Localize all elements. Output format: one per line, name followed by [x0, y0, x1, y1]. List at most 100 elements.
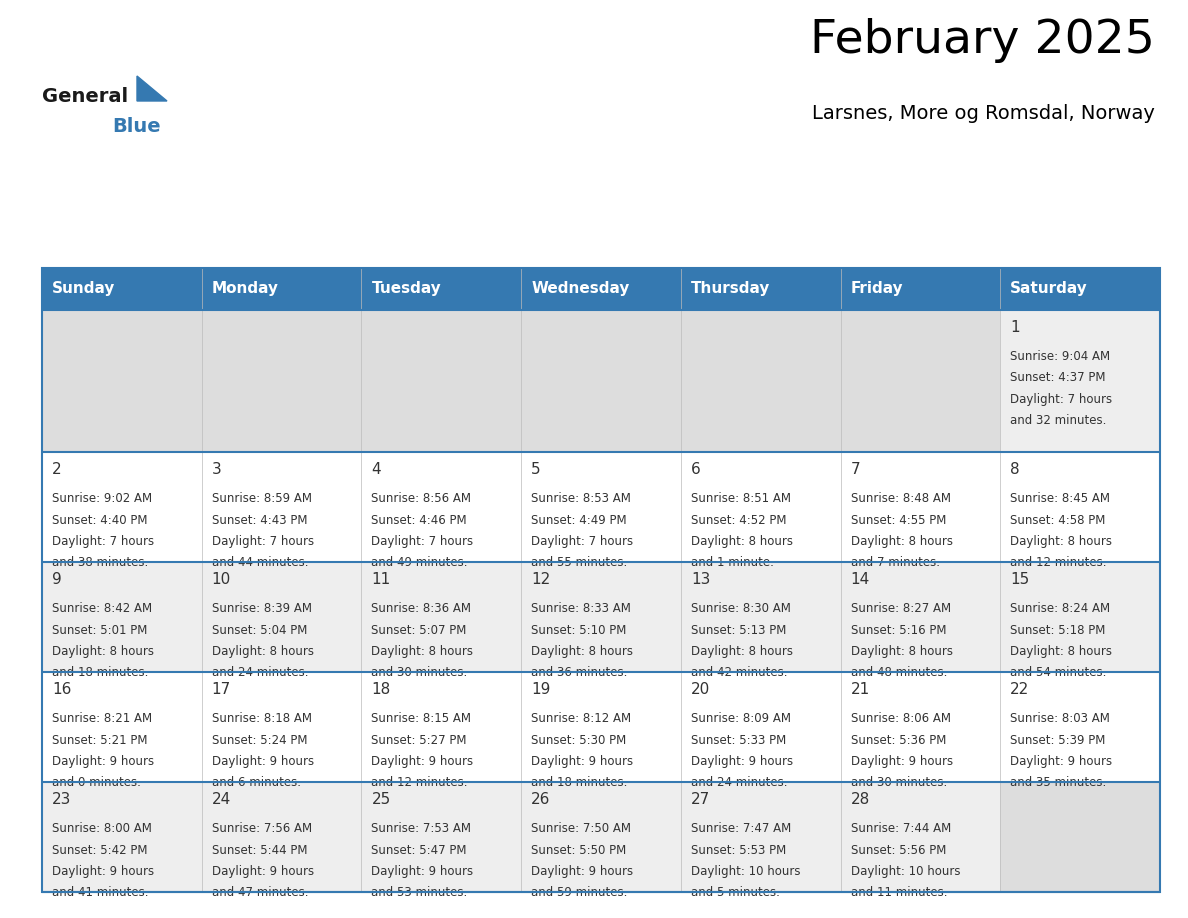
Text: Sunrise: 8:24 AM: Sunrise: 8:24 AM — [1010, 602, 1111, 615]
Text: and 53 minutes.: and 53 minutes. — [372, 887, 468, 900]
Text: Sunrise: 8:42 AM: Sunrise: 8:42 AM — [52, 602, 152, 615]
Text: Sunrise: 7:44 AM: Sunrise: 7:44 AM — [851, 822, 950, 835]
Text: Sunset: 4:52 PM: Sunset: 4:52 PM — [691, 513, 786, 527]
Text: Sunset: 5:30 PM: Sunset: 5:30 PM — [531, 733, 626, 746]
Text: and 18 minutes.: and 18 minutes. — [52, 666, 148, 679]
Text: Saturday: Saturday — [1010, 282, 1088, 297]
Bar — [42, 268, 1159, 892]
Text: 6: 6 — [691, 462, 701, 477]
Text: and 41 minutes.: and 41 minutes. — [52, 887, 148, 900]
Text: and 11 minutes.: and 11 minutes. — [851, 887, 947, 900]
Text: Daylight: 9 hours: Daylight: 9 hours — [1010, 755, 1112, 768]
Text: Daylight: 9 hours: Daylight: 9 hours — [851, 755, 953, 768]
Bar — [681, 310, 841, 452]
Bar — [42, 310, 202, 452]
Text: and 0 minutes.: and 0 minutes. — [52, 777, 141, 789]
Text: and 32 minutes.: and 32 minutes. — [1010, 415, 1107, 428]
Text: Wednesday: Wednesday — [531, 282, 630, 297]
Text: Sunset: 5:01 PM: Sunset: 5:01 PM — [52, 623, 147, 636]
Text: 16: 16 — [52, 682, 71, 697]
Text: Sunset: 5:47 PM: Sunset: 5:47 PM — [372, 844, 467, 856]
Text: Sunrise: 8:53 AM: Sunrise: 8:53 AM — [531, 492, 631, 505]
Text: and 47 minutes.: and 47 minutes. — [211, 887, 308, 900]
Text: and 48 minutes.: and 48 minutes. — [851, 666, 947, 679]
Text: and 42 minutes.: and 42 minutes. — [691, 666, 788, 679]
Text: Sunrise: 8:27 AM: Sunrise: 8:27 AM — [851, 602, 950, 615]
Text: Sunset: 4:55 PM: Sunset: 4:55 PM — [851, 513, 946, 527]
Text: Sunrise: 8:03 AM: Sunrise: 8:03 AM — [1010, 712, 1110, 725]
Text: and 38 minutes.: and 38 minutes. — [52, 556, 148, 569]
Text: Daylight: 9 hours: Daylight: 9 hours — [211, 865, 314, 878]
Text: and 5 minutes.: and 5 minutes. — [691, 887, 779, 900]
Text: General: General — [42, 87, 128, 106]
Text: Daylight: 9 hours: Daylight: 9 hours — [52, 865, 154, 878]
Text: Daylight: 8 hours: Daylight: 8 hours — [851, 535, 953, 548]
Text: Sunrise: 8:48 AM: Sunrise: 8:48 AM — [851, 492, 950, 505]
Text: 14: 14 — [851, 572, 870, 587]
Text: Daylight: 8 hours: Daylight: 8 hours — [211, 645, 314, 658]
Text: Sunset: 5:24 PM: Sunset: 5:24 PM — [211, 733, 308, 746]
Text: Sunrise: 8:39 AM: Sunrise: 8:39 AM — [211, 602, 311, 615]
Text: 2: 2 — [52, 462, 62, 477]
Text: Sunrise: 8:15 AM: Sunrise: 8:15 AM — [372, 712, 472, 725]
Text: 26: 26 — [531, 792, 550, 807]
Text: and 12 minutes.: and 12 minutes. — [372, 777, 468, 789]
Text: 24: 24 — [211, 792, 230, 807]
Text: and 30 minutes.: and 30 minutes. — [851, 777, 947, 789]
Text: 17: 17 — [211, 682, 230, 697]
Text: Sunset: 5:53 PM: Sunset: 5:53 PM — [691, 844, 786, 856]
Text: Daylight: 9 hours: Daylight: 9 hours — [691, 755, 792, 768]
Text: and 36 minutes.: and 36 minutes. — [531, 666, 627, 679]
Bar — [42, 782, 1159, 892]
Text: Sunset: 5:50 PM: Sunset: 5:50 PM — [531, 844, 626, 856]
Text: and 18 minutes.: and 18 minutes. — [531, 777, 627, 789]
Text: 22: 22 — [1010, 682, 1030, 697]
Bar — [42, 452, 1159, 562]
Text: and 1 minute.: and 1 minute. — [691, 556, 773, 569]
Text: Daylight: 10 hours: Daylight: 10 hours — [691, 865, 801, 878]
Bar — [841, 310, 1000, 452]
Text: Daylight: 8 hours: Daylight: 8 hours — [1010, 535, 1112, 548]
Text: Daylight: 8 hours: Daylight: 8 hours — [1010, 645, 1112, 658]
Text: and 7 minutes.: and 7 minutes. — [851, 556, 940, 569]
Text: 4: 4 — [372, 462, 381, 477]
Text: Sunrise: 8:09 AM: Sunrise: 8:09 AM — [691, 712, 791, 725]
Text: Sunset: 5:13 PM: Sunset: 5:13 PM — [691, 623, 786, 636]
Text: 25: 25 — [372, 792, 391, 807]
Text: Sunrise: 8:56 AM: Sunrise: 8:56 AM — [372, 492, 472, 505]
Text: Sunset: 4:58 PM: Sunset: 4:58 PM — [1010, 513, 1106, 527]
Text: and 30 minutes.: and 30 minutes. — [372, 666, 468, 679]
Text: Sunrise: 8:12 AM: Sunrise: 8:12 AM — [531, 712, 631, 725]
Text: Sunset: 5:16 PM: Sunset: 5:16 PM — [851, 623, 946, 636]
Text: 18: 18 — [372, 682, 391, 697]
Text: Daylight: 9 hours: Daylight: 9 hours — [372, 755, 474, 768]
Text: 1: 1 — [1010, 320, 1020, 335]
Bar — [361, 310, 522, 452]
Text: Sunset: 5:36 PM: Sunset: 5:36 PM — [851, 733, 946, 746]
Text: Daylight: 8 hours: Daylight: 8 hours — [531, 645, 633, 658]
Text: Sunset: 4:40 PM: Sunset: 4:40 PM — [52, 513, 147, 527]
Bar — [202, 310, 361, 452]
Text: Sunrise: 7:47 AM: Sunrise: 7:47 AM — [691, 822, 791, 835]
Bar — [42, 268, 1159, 310]
Text: Sunrise: 8:36 AM: Sunrise: 8:36 AM — [372, 602, 472, 615]
Text: Sunrise: 8:06 AM: Sunrise: 8:06 AM — [851, 712, 950, 725]
Text: Tuesday: Tuesday — [372, 282, 441, 297]
Text: 11: 11 — [372, 572, 391, 587]
Text: Sunset: 5:27 PM: Sunset: 5:27 PM — [372, 733, 467, 746]
Text: Daylight: 8 hours: Daylight: 8 hours — [851, 645, 953, 658]
Text: 8: 8 — [1010, 462, 1020, 477]
Text: Daylight: 9 hours: Daylight: 9 hours — [211, 755, 314, 768]
Text: 23: 23 — [52, 792, 71, 807]
Bar — [1000, 782, 1159, 892]
Text: 10: 10 — [211, 572, 230, 587]
Text: 15: 15 — [1010, 572, 1030, 587]
Text: Sunset: 5:18 PM: Sunset: 5:18 PM — [1010, 623, 1106, 636]
Text: Daylight: 8 hours: Daylight: 8 hours — [372, 645, 474, 658]
Text: Sunrise: 8:21 AM: Sunrise: 8:21 AM — [52, 712, 152, 725]
Text: Daylight: 9 hours: Daylight: 9 hours — [531, 755, 633, 768]
Text: Sunrise: 8:18 AM: Sunrise: 8:18 AM — [211, 712, 311, 725]
Text: and 44 minutes.: and 44 minutes. — [211, 556, 308, 569]
Text: Sunrise: 8:45 AM: Sunrise: 8:45 AM — [1010, 492, 1111, 505]
Text: Sunrise: 8:59 AM: Sunrise: 8:59 AM — [211, 492, 311, 505]
